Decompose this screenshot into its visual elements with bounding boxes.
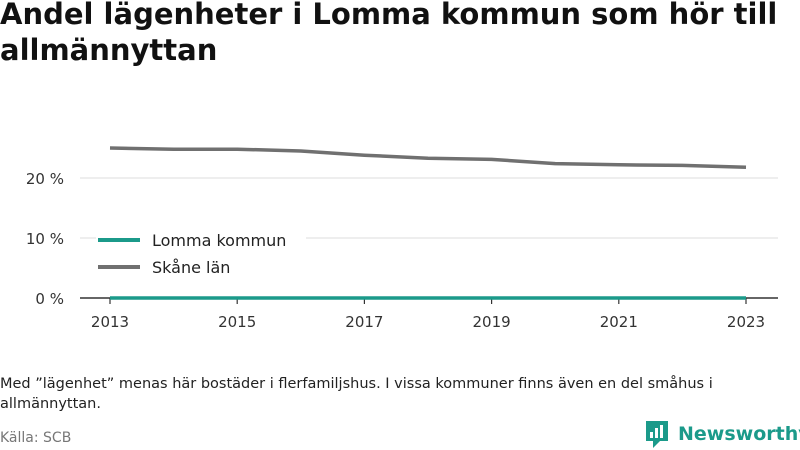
x-tick-label: 2023: [727, 313, 765, 331]
brand-logo: Newsworthy: [644, 419, 800, 449]
x-axis-ticks: 2013 2015 2017 2019 2021 2023: [91, 298, 765, 331]
line-chart: 0 % 10 % 20 % 2013 2015 2017 2019 2021 2023 Lom…: [26, 146, 778, 331]
source-label: Källa: SCB: [0, 430, 72, 446]
legend-background: [96, 230, 306, 252]
legend-background: [96, 257, 306, 279]
y-tick-label: 10 %: [26, 230, 64, 248]
x-tick-label: 2013: [91, 313, 129, 331]
newsworthy-logo-icon: [646, 421, 668, 448]
x-tick-label: 2017: [345, 313, 383, 331]
chart-note: Med ”lägenhet” menas här bostäder i fler…: [0, 376, 713, 412]
x-tick-label: 2019: [473, 313, 511, 331]
legend-label: Lomma kommun: [152, 231, 286, 250]
legend: Lomma kommun Skåne län: [96, 230, 306, 279]
y-tick-label: 20 %: [26, 170, 64, 188]
series-lines: [109, 146, 747, 300]
x-tick-label: 2015: [218, 313, 256, 331]
y-axis-ticks: 0 % 10 % 20 %: [26, 170, 64, 308]
chart-title: Andel lägenheter i Lomma kommun som hör …: [0, 0, 778, 67]
series-line-skane-lan: [109, 146, 747, 169]
x-tick-label: 2021: [600, 313, 638, 331]
y-tick-label: 0 %: [35, 290, 64, 308]
brand-name: Newsworthy: [678, 423, 800, 445]
legend-label: Skåne län: [152, 258, 230, 277]
